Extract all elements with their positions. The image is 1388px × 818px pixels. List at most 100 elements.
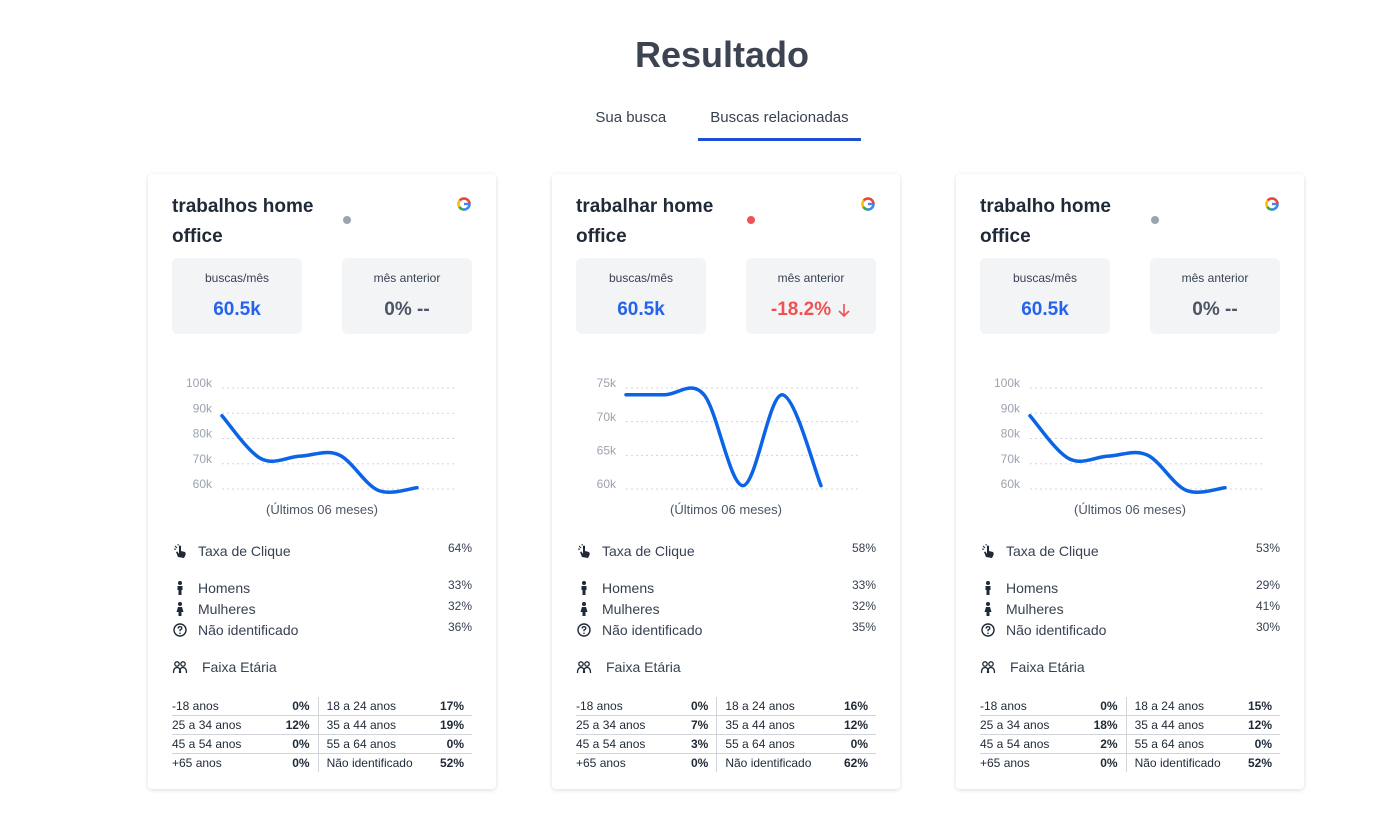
- age-label: 55 a 64 anos: [318, 734, 427, 754]
- metric-value: 33%: [851, 578, 876, 592]
- icon-shape: [177, 625, 183, 632]
- y-tick-label: 70k: [1001, 452, 1021, 466]
- icon-shape: [176, 607, 184, 616]
- keyword-title: trabalho home office: [980, 196, 1111, 247]
- metric-label: Mulheres: [1006, 601, 1064, 617]
- stat-label: buscas/mês: [1012, 271, 1078, 285]
- stat-value-row: 0% --: [342, 299, 472, 321]
- icon-shape: [981, 543, 987, 550]
- age-row: 25 a 34 anos 12% 35 a 44 anos 19%: [172, 715, 472, 735]
- metric-label: Mulheres: [198, 601, 256, 617]
- google-icon: [1265, 197, 1279, 211]
- icon-shape: [982, 661, 988, 667]
- icon-shape: [988, 661, 994, 667]
- stat-value-row: 0% --: [1150, 299, 1280, 321]
- icon-shape: [1265, 199, 1269, 208]
- age-label: 45 a 54 anos: [980, 734, 1080, 754]
- icon-shape: [577, 543, 583, 550]
- icon-shape: [178, 666, 188, 674]
- metric-icon: [576, 580, 592, 599]
- metric-icon: [980, 543, 996, 562]
- age-value: 52%: [1247, 756, 1272, 770]
- y-tick-label: 90k: [193, 401, 213, 415]
- age-label: -18 anos: [980, 697, 1080, 716]
- icon-shape: [582, 666, 592, 674]
- google-icon: [861, 197, 875, 211]
- metric-icon: [172, 601, 188, 620]
- metric-icon: [980, 601, 996, 620]
- y-tick-label: 70k: [193, 452, 213, 466]
- age-label: 18 a 24 anos: [716, 697, 826, 716]
- age-value: 16%: [825, 697, 876, 716]
- metric-row: Não identificado 30%: [980, 620, 1280, 640]
- age-title: Faixa Etária: [606, 659, 681, 675]
- metric-icon: [172, 622, 188, 641]
- trend-line: [1028, 414, 1227, 494]
- age-value: 12%: [1234, 715, 1280, 735]
- trend-line: [624, 386, 823, 488]
- tabs: Sua busca Buscas relacionadas: [0, 106, 1388, 141]
- metric-label: Mulheres: [602, 601, 660, 617]
- icon-shape: [1266, 197, 1278, 202]
- icon-shape: [581, 625, 587, 632]
- stat-value: 0% --: [1192, 299, 1238, 320]
- icon-shape: [176, 545, 186, 558]
- tab[interactable]: Sua busca: [595, 109, 667, 126]
- metric-icon: [172, 580, 188, 599]
- icon: [981, 543, 994, 558]
- y-tick-label: 60k: [193, 477, 213, 491]
- stat-box: buscas/mês 60.5k: [980, 258, 1110, 334]
- icon-shape: [862, 197, 874, 202]
- age-value: 17%: [426, 697, 472, 716]
- metric-row: Mulheres 32%: [576, 599, 876, 619]
- icon: [981, 623, 995, 637]
- metric-label: Taxa de Clique: [1006, 543, 1099, 559]
- icon-shape: [984, 545, 994, 558]
- age-label: 25 a 34 anos: [980, 715, 1080, 735]
- status-dot: [343, 216, 351, 224]
- metric-label: Homens: [198, 580, 251, 596]
- keyword-card: 60k 65k 70k 75k (Últimos 06 meses) trabalhar …: [552, 174, 900, 789]
- icon-shape: [577, 623, 591, 637]
- age-value: 0%: [825, 734, 876, 754]
- age-label: 35 a 44 anos: [716, 715, 826, 735]
- stat-value: 60.5k: [617, 299, 665, 320]
- icon: [177, 581, 183, 595]
- age-heading: Faixa Etária: [172, 657, 472, 677]
- metric-value: 36%: [447, 620, 472, 634]
- y-tick-label: 90k: [1001, 401, 1021, 415]
- age-value: 12%: [272, 715, 319, 735]
- age-row: +65 anos 0% Não identificado 62%: [576, 753, 876, 772]
- age-row: -18 anos 0% 18 a 24 anos 17%: [172, 697, 472, 716]
- age-label: 55 a 64 anos: [1126, 734, 1235, 754]
- keyword-card: 60k 70k 80k 90k 100k (Últimos 06 meses) trabal…: [956, 174, 1304, 789]
- metric-value: 64%: [447, 541, 472, 555]
- stat-value-row: 60.5k: [980, 299, 1110, 321]
- metric-row: Não identificado 36%: [172, 620, 472, 640]
- icon-shape: [986, 602, 990, 606]
- y-tick-label: 60k: [597, 477, 617, 491]
- stat-value: -18.2%: [770, 299, 832, 320]
- icon-shape: [582, 602, 586, 606]
- icon: [576, 661, 592, 674]
- icon-shape: [986, 581, 990, 585]
- age-row: -18 anos 0% 18 a 24 anos 15%: [980, 697, 1280, 716]
- stat-label: mês anterior: [777, 271, 845, 285]
- metric-value: 41%: [1255, 599, 1280, 613]
- age-value: 19%: [426, 715, 472, 735]
- age-row: -18 anos 0% 18 a 24 anos 16%: [576, 697, 876, 716]
- tab[interactable]: Buscas relacionadas: [698, 106, 861, 141]
- metric-value: 33%: [447, 578, 472, 592]
- icon-shape: [862, 205, 868, 211]
- icon: [985, 581, 991, 595]
- metric-label: Não identificado: [1006, 622, 1107, 638]
- y-tick-label: 100k: [994, 376, 1021, 390]
- metric-label: Não identificado: [198, 622, 299, 638]
- age-row: 45 a 54 anos 2% 55 a 64 anos 0%: [980, 734, 1280, 754]
- age-value: 0%: [676, 697, 718, 716]
- icon-shape: [458, 205, 464, 211]
- trend-arrow: [838, 304, 850, 318]
- age-table: -18 anos 0% 18 a 24 anos 17% 25 a 34 anos 12%…: [172, 697, 472, 772]
- icon-shape: [177, 586, 183, 595]
- metric-row: Taxa de Clique 58%: [576, 541, 876, 561]
